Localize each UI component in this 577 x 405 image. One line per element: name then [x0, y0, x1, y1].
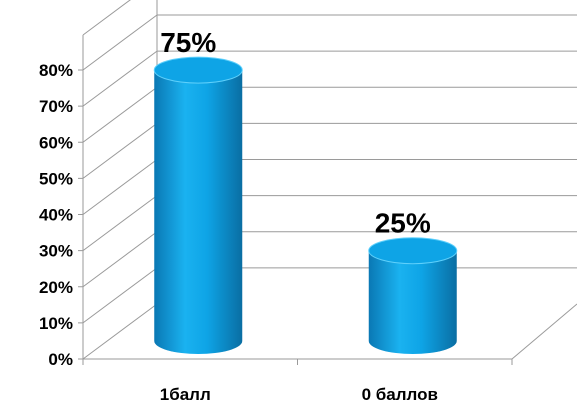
- gridline-left-wall: [82, 122, 158, 179]
- gridline-left-wall: [82, 86, 158, 143]
- bar-body: [154, 70, 243, 354]
- y-tick-label: 20%: [39, 278, 73, 297]
- gridline-left-wall: [82, 159, 158, 215]
- category-label: 0 баллов: [362, 385, 438, 404]
- y-tick-label: 0%: [48, 350, 73, 369]
- gridline-left-wall: [82, 0, 131, 36]
- axes: [82, 35, 577, 365]
- y-tick-label: 70%: [39, 97, 73, 116]
- gridline-left-wall: [82, 195, 158, 252]
- y-tick-label: 50%: [39, 169, 73, 188]
- category-labels: 1балл 0 баллов: [160, 385, 438, 404]
- category-label: 1балл: [160, 385, 211, 404]
- data-label: 25%: [375, 208, 431, 239]
- bar-body: [368, 250, 457, 354]
- y-tick-label: 80%: [39, 61, 73, 80]
- y-tick-label: 60%: [39, 133, 73, 152]
- gridline-left-wall: [82, 231, 158, 288]
- bars: [153, 56, 458, 354]
- data-labels: 75% 25%: [160, 27, 431, 239]
- bar-1: [153, 56, 243, 354]
- y-tick-labels: 0% 10% 20% 30% 40% 50% 60% 70% 80%: [39, 61, 83, 369]
- y-tick-label: 10%: [39, 314, 73, 333]
- y-tick-label: 30%: [39, 242, 73, 261]
- y-tick-label: 40%: [39, 206, 73, 225]
- bar-top: [153, 56, 243, 84]
- bar-2: [368, 237, 458, 354]
- gridline-left-wall: [82, 14, 158, 71]
- gridline-left-wall: [82, 303, 158, 360]
- gridline-left-wall: [82, 267, 158, 324]
- gridline-left-wall: [82, 50, 158, 107]
- floor-right-edge: [511, 303, 577, 360]
- data-label: 75%: [160, 27, 216, 58]
- bar-top: [368, 237, 458, 265]
